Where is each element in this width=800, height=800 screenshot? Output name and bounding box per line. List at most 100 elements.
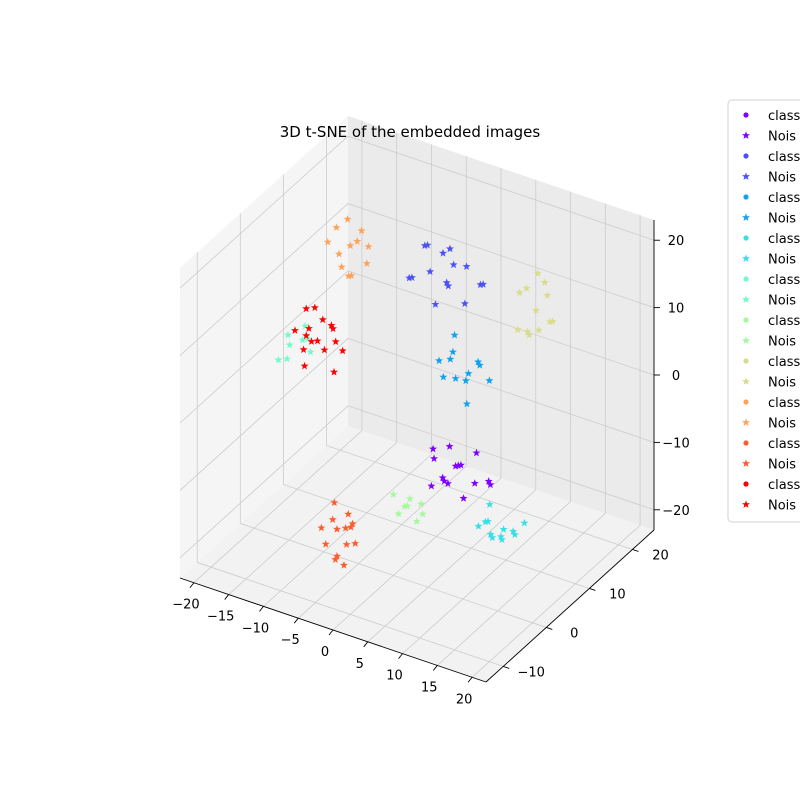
data-point-star (485, 500, 494, 508)
y-tick (503, 665, 510, 669)
data-point-star (364, 242, 373, 250)
axes-grid (179, 120, 655, 678)
data-point-star (317, 523, 326, 532)
legend-label: Nois (768, 417, 796, 432)
data-point-star (427, 481, 436, 490)
data-point-star (285, 340, 294, 349)
legend-marker-star (742, 295, 750, 303)
legend-marker-star (742, 377, 750, 385)
data-point-star (444, 281, 453, 290)
z-tick-label: 10 (668, 302, 685, 317)
data-point-star (335, 249, 343, 258)
y-gridline (282, 174, 590, 589)
data-point-star (351, 539, 360, 547)
y-tick-label: −10 (518, 665, 545, 680)
data-point-star (442, 278, 451, 286)
data-point-star (475, 361, 484, 369)
legend-frame (727, 99, 800, 523)
data-point-star (464, 369, 473, 377)
data-point-star (332, 223, 341, 231)
data-point-star (499, 525, 508, 533)
data-point-star (546, 317, 554, 326)
data-point-star (342, 540, 351, 548)
data-point-star (431, 300, 440, 308)
data-point-star (283, 354, 291, 363)
data-point-star (329, 324, 337, 333)
data-point-star (446, 355, 455, 363)
data-point-star (344, 271, 353, 280)
data-point-star (330, 498, 339, 507)
data-point-star (497, 532, 505, 541)
legend-marker-circle (743, 399, 749, 405)
data-point-star (307, 337, 316, 345)
data-point-star (476, 280, 485, 289)
x-gridline (367, 179, 537, 643)
data-point-star (429, 444, 438, 453)
legend-label: class (768, 396, 800, 411)
data-point-star (445, 442, 454, 450)
data-point-star (357, 226, 366, 235)
data-point-star (323, 237, 332, 246)
data-point-star (321, 540, 330, 548)
data-point-star (430, 454, 438, 462)
legend-marker-circle (743, 194, 749, 200)
y-gridline (326, 135, 633, 550)
data-point-star (440, 476, 449, 485)
data-point-star (331, 555, 340, 563)
legend-label: Nois (768, 212, 796, 227)
y-gridline (239, 213, 547, 628)
data-point-star (304, 324, 313, 332)
legend-label: class (768, 314, 800, 329)
legend-marker-star (742, 172, 750, 180)
data-point-star (474, 522, 483, 530)
data-point-star (548, 317, 557, 325)
data-point-star (347, 271, 356, 279)
data-point-star (525, 330, 534, 339)
x-tick (467, 676, 473, 683)
data-point-star (310, 303, 319, 312)
data-point-star (513, 325, 522, 334)
x-gridline (437, 203, 606, 666)
data-point-star (303, 334, 312, 343)
z-tick-label: −10 (662, 436, 689, 451)
legend-label: class (768, 478, 800, 493)
data-point-star (353, 237, 362, 245)
data-point-star (533, 269, 542, 277)
legend-marker-circle (743, 235, 749, 241)
data-point-star (291, 326, 299, 334)
data-point-star (331, 337, 340, 346)
x-gridline (263, 144, 432, 607)
data-point-star (302, 331, 311, 340)
x-tick (398, 653, 403, 659)
data-point-star (274, 355, 283, 364)
legend-label: class (768, 191, 800, 206)
data-point-star (451, 461, 460, 470)
data-point-star (449, 260, 458, 269)
data-point-star (509, 527, 518, 535)
x-tick-label: 10 (386, 669, 403, 684)
z-gridline (179, 135, 655, 289)
y-tick-label: 0 (570, 626, 578, 641)
data-point-star (439, 372, 448, 381)
data-point-star (534, 326, 543, 334)
y-tick (632, 549, 639, 552)
data-point-star (497, 535, 506, 543)
x-gridline (297, 156, 467, 619)
data-point-star (420, 241, 429, 249)
data-point-star (341, 523, 350, 532)
x-tick-label: −10 (242, 621, 269, 636)
data-point-star (389, 490, 398, 498)
data-point-star (462, 399, 471, 408)
data-point-star (340, 561, 348, 569)
x-gridline (193, 120, 363, 584)
z-tick-label: 0 (672, 369, 680, 384)
data-point-star (320, 345, 329, 354)
z-tick-label: 20 (668, 234, 685, 249)
x-tick-label: −5 (281, 633, 300, 648)
x-tick-label: 5 (356, 657, 364, 672)
data-point-star (474, 357, 483, 366)
z-gridline (179, 270, 655, 424)
data-point-star (450, 330, 459, 339)
data-point-star (300, 361, 309, 370)
y-gridline (196, 252, 504, 667)
